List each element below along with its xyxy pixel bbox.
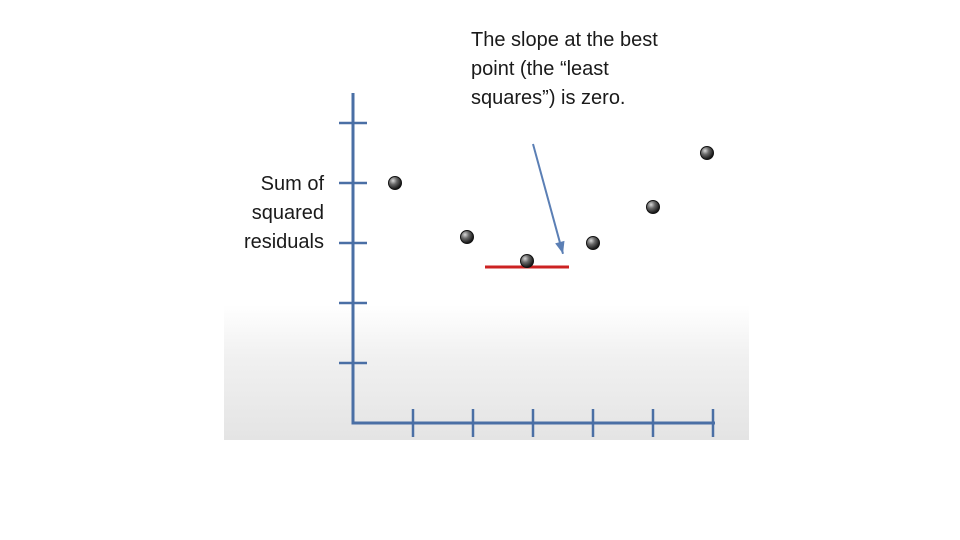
data-points — [388, 146, 714, 268]
data-point-3 — [520, 254, 534, 268]
data-point-4 — [586, 236, 600, 250]
annotation-arrow-group — [532, 143, 565, 255]
data-point-2 — [460, 230, 474, 244]
slide-background — [224, 17, 749, 440]
annotation-text: The slope at the best point (the “least … — [471, 29, 658, 109]
tick-marks — [339, 121, 715, 437]
data-point-5 — [646, 200, 660, 214]
data-point-6 — [700, 146, 714, 160]
annotation-arrow-head — [555, 240, 565, 254]
data-point-1 — [388, 176, 402, 190]
y-axis-label: Sum of squared residuals — [243, 173, 324, 253]
annotation-arrow-shaft — [532, 143, 564, 255]
